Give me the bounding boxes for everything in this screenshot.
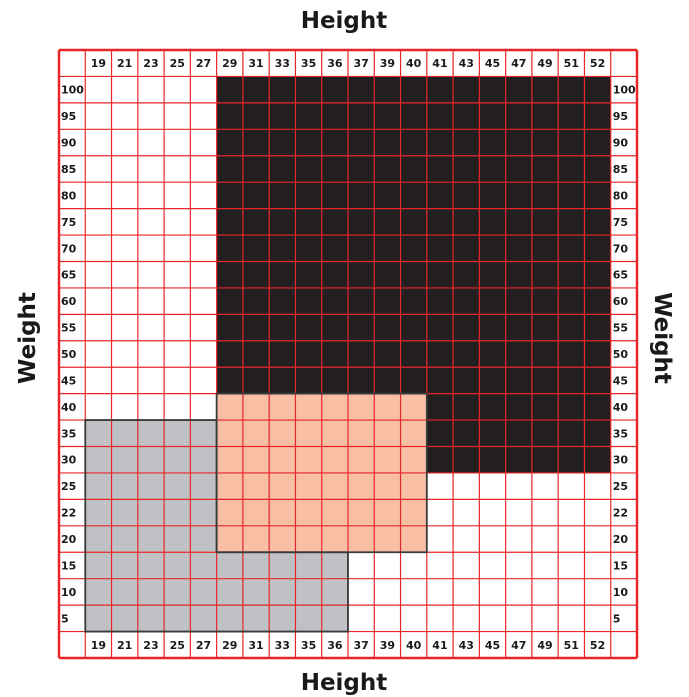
y-tick-right-90: 90 (613, 137, 629, 150)
y-tick-left-90: 90 (61, 137, 77, 150)
zone-black-fill-1 (426, 76, 611, 473)
y-tick-right-70: 70 (613, 242, 629, 255)
y-tick-left-25: 25 (61, 480, 76, 493)
x-tick-top-21: 21 (117, 57, 132, 70)
x-tick-top-52: 52 (590, 57, 605, 70)
x-tick-bottom-27: 27 (196, 639, 211, 652)
x-tick-bottom-43: 43 (459, 639, 474, 652)
x-tick-top-19: 19 (91, 57, 106, 70)
x-tick-top-25: 25 (170, 57, 185, 70)
x-tick-bottom-45: 45 (485, 639, 500, 652)
x-tick-bottom-35: 35 (301, 639, 316, 652)
x-tick-top-33: 33 (275, 57, 290, 70)
y-tick-right-95: 95 (613, 110, 628, 123)
x-tick-bottom-52: 52 (590, 639, 605, 652)
x-tick-top-36: 36 (327, 57, 343, 70)
y-tick-right-80: 80 (613, 189, 629, 202)
y-tick-left-55: 55 (61, 322, 76, 335)
gray-zone-outline (84, 419, 349, 633)
y-tick-left-22: 22 (61, 507, 76, 520)
y-tick-left-35: 35 (61, 427, 76, 440)
y-tick-right-10: 10 (613, 586, 629, 599)
x-tick-top-51: 51 (564, 57, 579, 70)
y-tick-right-5: 5 (613, 612, 621, 625)
y-tick-left-70: 70 (61, 242, 77, 255)
x-tick-bottom-49: 49 (537, 639, 552, 652)
right-axis-title: Weight (649, 292, 675, 384)
x-tick-bottom-41: 41 (432, 639, 447, 652)
y-tick-right-20: 20 (613, 533, 629, 546)
y-tick-right-60: 60 (613, 295, 629, 308)
y-tick-right-15: 15 (613, 559, 628, 572)
y-tick-left-20: 20 (61, 533, 77, 546)
bottom-axis-title: Height (301, 670, 388, 696)
x-tick-top-39: 39 (380, 57, 395, 70)
x-tick-bottom-33: 33 (275, 639, 290, 652)
y-tick-right-30: 30 (613, 454, 629, 467)
x-tick-bottom-19: 19 (91, 639, 106, 652)
y-tick-left-85: 85 (61, 163, 76, 176)
y-tick-right-35: 35 (613, 427, 628, 440)
x-tick-top-31: 31 (248, 57, 263, 70)
zone-outlines (84, 392, 428, 633)
x-tick-top-37: 37 (353, 57, 368, 70)
x-tick-bottom-23: 23 (143, 639, 158, 652)
x-tick-bottom-47: 47 (511, 639, 526, 652)
y-tick-left-45: 45 (61, 374, 76, 387)
x-tick-top-27: 27 (196, 57, 211, 70)
y-tick-left-10: 10 (61, 586, 77, 599)
x-tick-top-35: 35 (301, 57, 316, 70)
y-tick-left-5: 5 (61, 612, 69, 625)
top-axis-title: Height (301, 8, 388, 34)
x-tick-top-23: 23 (143, 57, 158, 70)
y-tick-right-50: 50 (613, 348, 629, 361)
y-tick-right-65: 65 (613, 269, 628, 282)
y-tick-left-100: 100 (61, 84, 84, 97)
x-tick-bottom-25: 25 (170, 639, 185, 652)
y-tick-left-95: 95 (61, 110, 76, 123)
y-tick-left-40: 40 (61, 401, 77, 414)
y-tick-left-30: 30 (61, 454, 77, 467)
y-tick-right-22: 22 (613, 507, 628, 520)
x-tick-bottom-29: 29 (222, 639, 237, 652)
y-tick-right-100: 100 (613, 84, 636, 97)
y-tick-right-75: 75 (613, 216, 628, 229)
tick-labels: 19 19 21 21 23 23 25 25 27 27 29 29 31 31 33 33 35 35 36 36… (61, 57, 636, 652)
x-tick-bottom-39: 39 (380, 639, 395, 652)
x-tick-top-29: 29 (222, 57, 237, 70)
left-axis-title: Weight (15, 292, 41, 384)
x-tick-top-47: 47 (511, 57, 526, 70)
y-tick-right-40: 40 (613, 401, 629, 414)
x-tick-bottom-21: 21 (117, 639, 132, 652)
y-tick-right-85: 85 (613, 163, 628, 176)
x-tick-bottom-31: 31 (248, 639, 263, 652)
x-tick-top-43: 43 (459, 57, 474, 70)
x-tick-top-41: 41 (432, 57, 447, 70)
y-tick-right-25: 25 (613, 480, 628, 493)
y-tick-right-45: 45 (613, 374, 628, 387)
y-tick-left-50: 50 (61, 348, 77, 361)
y-tick-left-80: 80 (61, 189, 77, 202)
x-tick-bottom-40: 40 (406, 639, 422, 652)
y-tick-left-65: 65 (61, 269, 76, 282)
x-tick-bottom-37: 37 (353, 639, 368, 652)
x-tick-top-40: 40 (406, 57, 422, 70)
y-tick-left-75: 75 (61, 216, 76, 229)
x-tick-top-45: 45 (485, 57, 500, 70)
y-tick-left-60: 60 (61, 295, 77, 308)
y-tick-right-55: 55 (613, 322, 628, 335)
x-tick-bottom-51: 51 (564, 639, 579, 652)
x-tick-top-49: 49 (537, 57, 552, 70)
x-tick-bottom-36: 36 (327, 639, 343, 652)
y-tick-left-15: 15 (61, 559, 76, 572)
